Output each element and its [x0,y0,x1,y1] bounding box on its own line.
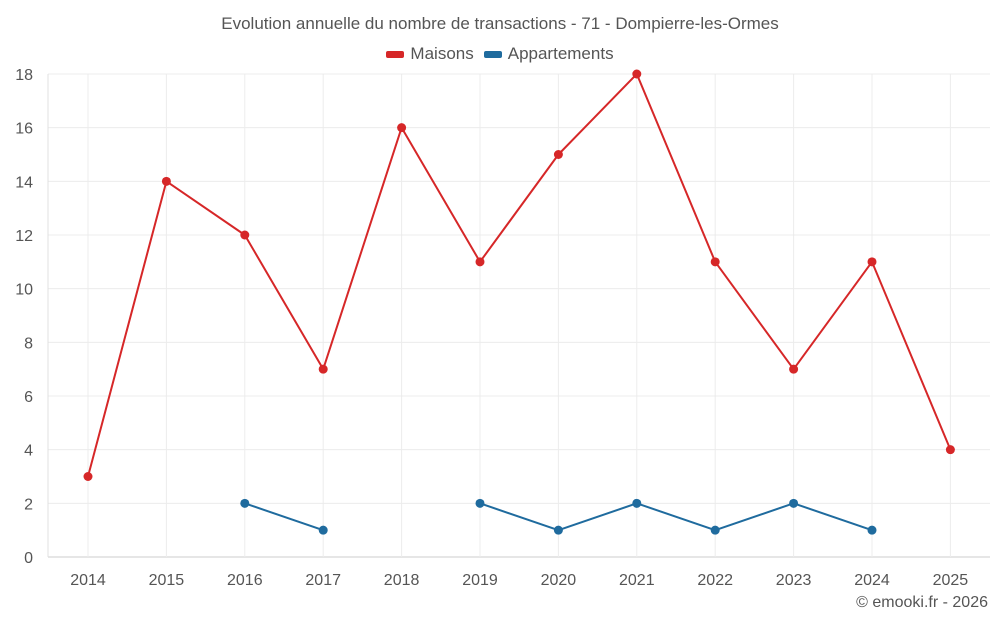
data-point-maisons [318,364,328,374]
data-point-appartements [553,525,563,535]
data-point-appartements [710,525,720,535]
data-point-appartements [240,498,250,508]
data-point-maisons [945,445,955,455]
x-tick-label: 2024 [854,572,890,589]
legend-item-maisons[interactable]: Maisons [386,44,474,64]
credit-text: © emooki.fr - 2026 [856,594,988,611]
x-tick-label: 2021 [619,572,655,589]
data-point-appartements [789,498,799,508]
x-tick-label: 2017 [305,572,341,589]
data-point-appartements [632,498,642,508]
y-tick-label: 4 [24,443,33,460]
x-tick-label: 2020 [541,572,577,589]
legend-label-maisons: Maisons [410,44,474,63]
y-tick-label: 16 [15,121,33,138]
legend: Maisons Appartements [0,44,1000,64]
x-tick-label: 2022 [697,572,733,589]
x-tick-label: 2014 [70,572,106,589]
data-point-appartements [318,525,328,535]
chart-title: Evolution annuelle du nombre de transact… [221,14,779,33]
y-tick-label: 18 [15,67,33,84]
series-line-appartements [244,502,324,532]
legend-label-appartements: Appartements [507,44,614,63]
data-point-maisons [397,123,407,133]
data-point-maisons [867,257,877,267]
y-tick-label: 8 [24,335,33,352]
data-point-maisons [632,69,642,79]
legend-swatch-maisons [386,50,405,58]
y-tick-label: 12 [15,228,33,245]
data-point-maisons [475,257,485,267]
data-point-appartements [475,498,485,508]
data-point-maisons [553,150,563,159]
data-point-maisons [83,472,93,481]
legend-item-appartements[interactable]: Appartements [483,44,614,64]
data-point-maisons [240,230,250,240]
x-tick-label: 2023 [776,572,812,589]
series-line-appartements [479,502,873,532]
y-tick-label: 2 [24,496,33,513]
data-point-maisons [710,257,720,267]
legend-swatch-appartements [483,50,502,58]
series-line-maisons [87,73,952,477]
y-tick-label: 0 [24,550,33,567]
data-point-appartements [867,525,877,535]
data-point-maisons [789,364,799,374]
x-tick-label: 2025 [933,572,969,589]
y-tick-label: 6 [24,389,33,406]
data-point-maisons [161,176,171,186]
x-tick-label: 2016 [227,572,263,589]
x-tick-label: 2018 [384,572,420,589]
y-tick-label: 14 [15,174,33,191]
x-tick-label: 2015 [149,572,185,589]
x-tick-label: 2019 [462,572,498,589]
y-tick-label: 10 [15,282,33,299]
